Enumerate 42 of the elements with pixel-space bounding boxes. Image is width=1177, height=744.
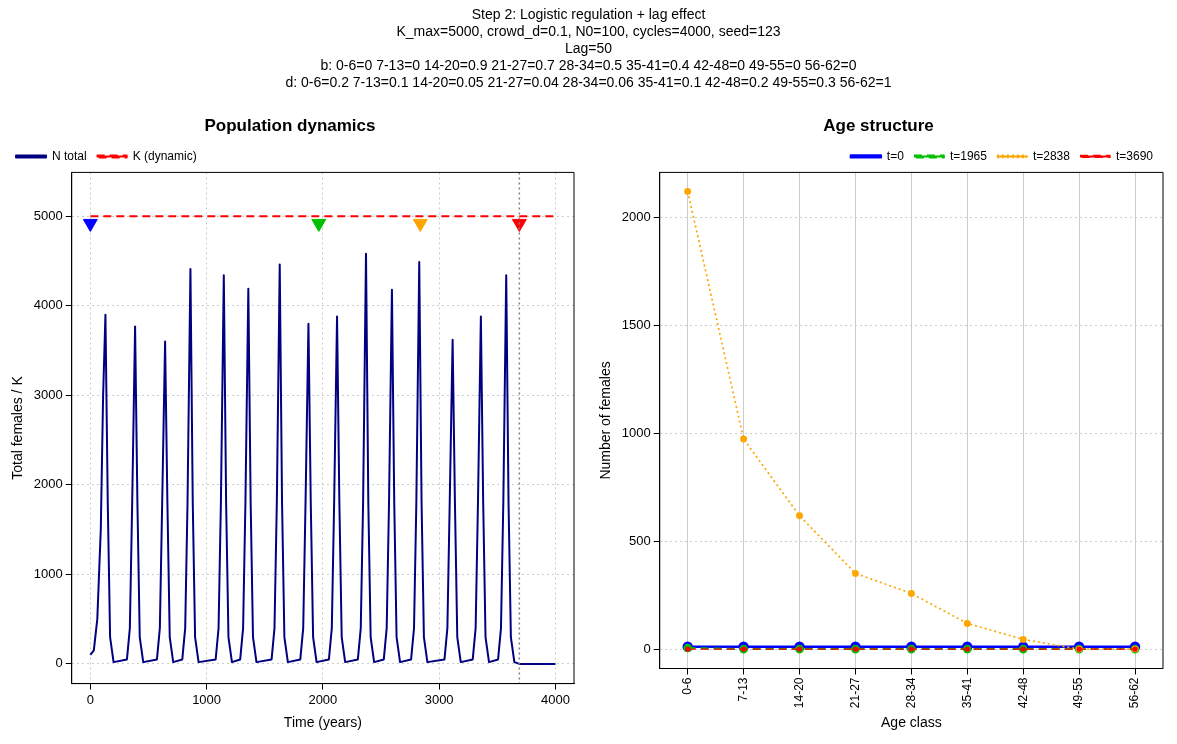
legend-label: t=2838	[1032, 148, 1071, 163]
x-tick-label: 0	[86, 691, 94, 707]
x-tick-label: 42-48	[1015, 677, 1030, 709]
y-tick-label: 5000	[33, 207, 63, 223]
legend-label: t=0	[886, 148, 905, 163]
x-tick-label: 2000	[308, 691, 338, 707]
y-axis-title: Total females / K	[9, 375, 26, 480]
x-axis-title: Time (years)	[283, 714, 362, 731]
x-tick-label: 49-55	[1071, 677, 1086, 709]
x-tick-label: 14-20	[791, 677, 806, 709]
x-tick-label: 28-34	[903, 677, 918, 709]
y-tick-label: 500	[629, 532, 651, 548]
text: d: 0-6=0.2 7-13=0.1 14-20=0.05 21-27=0.04 28-34=0.06 35-41=0.1 42-48=0.2 49-55=0.3 56-62=1	[284, 74, 893, 91]
y-tick-label: 1000	[33, 565, 63, 581]
legend-label: N total	[52, 148, 87, 163]
y-tick-label: 3000	[33, 386, 63, 402]
y-tick-label: 0	[55, 655, 63, 671]
chart-title: Population dynamics	[204, 115, 376, 135]
text: K_max=5000, crowd_d=0.1, N0=100, cycles=4000, seed=123	[395, 23, 782, 40]
x-axis-title: Age class	[881, 714, 942, 731]
y-tick-label: 2000	[621, 209, 651, 225]
x-tick-label: 35-41	[959, 677, 974, 709]
y-tick-label: 1500	[621, 317, 651, 333]
y-tick-label: 4000	[33, 297, 63, 313]
x-tick-label: 3000	[424, 691, 454, 707]
x-tick-label: 21-27	[847, 677, 862, 709]
text: b: 0-6=0 7-13=0 14-20=0.9 21-27=0.7 28-34=0.5 35-41=0.4 42-48=0 49-55=0 56-62=0	[319, 57, 858, 74]
x-tick-label: 0-6	[679, 677, 694, 695]
x-tick-label: 1000	[192, 691, 222, 707]
text: Step 2: Logistic regulation + lag effect	[470, 6, 707, 23]
y-tick-label: 0	[643, 640, 651, 656]
y-tick-label: 2000	[33, 476, 63, 492]
x-tick-label: 4000	[540, 691, 570, 707]
y-tick-label: 1000	[621, 424, 651, 440]
x-tick-label: 7-13	[735, 677, 750, 702]
x-tick-label: 56-62	[1127, 677, 1142, 709]
legend-label: K (dynamic)	[132, 148, 197, 163]
text: Lag=50	[563, 40, 614, 57]
y-axis-title: Number of females	[597, 361, 614, 480]
legend-label: t=3690	[1115, 148, 1154, 163]
legend-label: t=1965	[949, 148, 988, 163]
chart-title: Age structure	[823, 115, 934, 135]
